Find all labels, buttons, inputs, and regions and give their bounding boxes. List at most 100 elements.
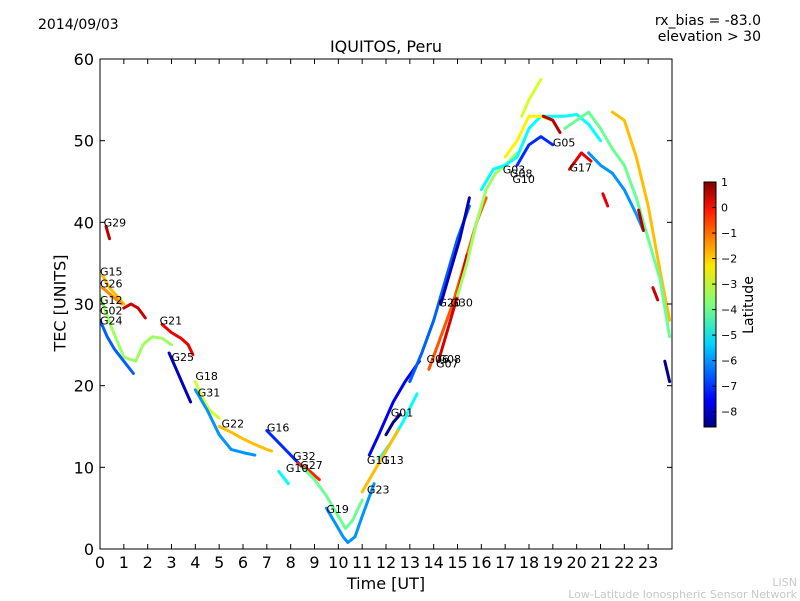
trace-g32 [296,461,321,482]
x-tick-label: 21 [590,553,610,572]
colorbar-tick-label: −4 [721,304,737,317]
satellite-label: G13 [381,454,404,467]
x-axis-label: Time [UT] [346,574,426,593]
x-tick-label: 11 [352,553,372,572]
x-tick-label: 18 [519,553,539,572]
colorbar-tick-label: −6 [721,355,737,368]
x-tick-label: 0 [95,553,105,572]
trace-g10 [277,469,290,486]
satellite-label: G30 [450,296,473,309]
x-axis: 0 1 2 3 4 5 6 7 8 9 10 11 12 13 14 15 16 17 18 19 20 21 22 23 [95,59,658,572]
trace-g22 [217,425,274,453]
trace-g18 [193,380,221,420]
trace-g10b [515,135,555,167]
trace-g01 [384,412,402,437]
trace-g04 [541,114,562,134]
satellite-label: G08 [438,353,461,366]
y-tick-label: 30 [74,295,94,314]
x-tick-label: 20 [566,553,586,572]
x-tick-label: 3 [166,553,176,572]
x-tick-label: 23 [638,553,658,572]
trace-g19 [324,482,376,544]
trace-g13 [377,392,419,461]
trace-g09 [520,77,543,118]
satellite-label: G27 [300,459,323,472]
trace-g29 [104,224,111,241]
trace-g33 [563,110,672,339]
colorbar-ticks: 1 0 −1 −2 −3 −4 −5 −6 −7 −8 [712,176,737,419]
x-tick-label: 5 [214,553,224,572]
colorbar-tick-label: 0 [721,202,728,215]
x-tick-label: 6 [238,553,248,572]
colorbar-tick-label: −5 [721,329,737,342]
x-tick-label: 9 [309,553,319,572]
satellite-label: G01 [391,407,414,420]
satellite-label: G21 [160,314,183,327]
satellite-label: G31 [198,386,221,399]
satellite-label: G06 [427,353,450,366]
x-tick-label: 7 [262,553,272,572]
satellite-label: G07 [436,358,459,371]
y-axis: 0 10 20 30 40 50 60 [74,50,672,559]
trace-g27 [301,465,364,531]
trace-g36 [637,208,645,232]
trace-g12 [122,302,147,320]
colorbar-tick-label: −7 [721,380,737,393]
plot-frame [99,58,673,550]
colorbar-tick-label: 1 [721,176,728,189]
trace-g15 [100,273,126,306]
satellite-label: G26 [100,278,123,291]
trace-g24 [100,318,135,375]
satellite-label: G23 [367,483,390,496]
watermark-line2: Low-Latitude Ionospheric Sensor Network [568,588,797,601]
satellite-label: G32 [293,450,316,463]
satellite-label: G11 [367,454,390,467]
trace-g35 [601,192,610,208]
colorbar-tick-label: −8 [721,406,737,419]
x-tick-label: 19 [543,553,563,572]
trace-g17 [568,151,593,171]
trace-g31 [193,388,257,457]
satellite-label: G20 [438,296,461,309]
chart-title: IQUITOS, Peru [329,37,443,56]
x-tick-label: 16 [471,553,491,572]
x-tick-label: 8 [286,553,296,572]
satellite-label: G02 [100,305,123,318]
x-tick-label: 2 [143,553,153,572]
date-label: 2014/09/03 [38,17,119,33]
y-tick-label: 40 [74,213,94,232]
trace-g25 [167,351,193,404]
satellite-label: G10 [286,462,309,475]
y-tick-label: 0 [84,540,94,559]
trace-g20 [439,196,471,306]
y-tick-label: 60 [74,50,94,69]
watermark-line1: LISN [772,576,797,589]
trace-g23 [360,429,400,494]
y-tick-label: 20 [74,377,94,396]
satellite-label: G18 [195,370,218,383]
satellite-label: G16 [267,421,290,434]
rx-bias-label: rx_bias = -83.0 [654,13,761,29]
satellite-label: G22 [222,417,245,430]
trace-g11 [367,359,421,457]
x-tick-label: 22 [614,553,634,572]
trace-g28 [587,151,645,232]
satellite-label: G15 [100,265,123,278]
satellite-label: G17 [570,162,593,175]
y-tick-label: 10 [74,458,94,477]
satellite-label: G03 [503,163,526,176]
trace-g14 [610,110,672,322]
colorbar-tick-label: −2 [721,253,737,266]
trace-g06 [408,204,471,384]
trace-g26 [100,286,123,306]
x-tick-label: 14 [423,553,443,572]
satellite-label: G08 [510,167,533,180]
x-tick-label: 1 [119,553,129,572]
x-tick-label: 13 [400,553,420,572]
trace-g02 [100,294,173,363]
trace-g37 [651,286,660,302]
satellite-label: G19 [326,503,349,516]
colorbar-tick-label: −3 [721,278,737,291]
